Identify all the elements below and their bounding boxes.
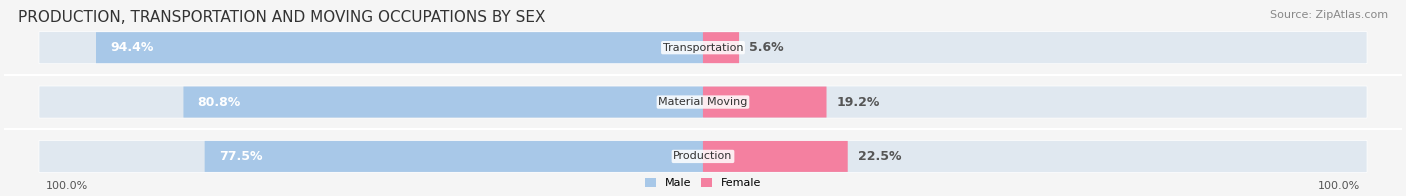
FancyBboxPatch shape bbox=[703, 87, 827, 118]
Legend: Male, Female: Male, Female bbox=[641, 173, 765, 193]
Text: 94.4%: 94.4% bbox=[110, 41, 153, 54]
FancyBboxPatch shape bbox=[703, 32, 1367, 64]
Text: Material Moving: Material Moving bbox=[658, 97, 748, 107]
FancyBboxPatch shape bbox=[183, 87, 703, 118]
Text: 100.0%: 100.0% bbox=[46, 181, 89, 191]
FancyBboxPatch shape bbox=[703, 32, 740, 63]
FancyBboxPatch shape bbox=[39, 140, 703, 172]
FancyBboxPatch shape bbox=[96, 32, 703, 63]
FancyBboxPatch shape bbox=[703, 141, 848, 172]
FancyBboxPatch shape bbox=[39, 32, 703, 64]
Text: 5.6%: 5.6% bbox=[749, 41, 785, 54]
Text: PRODUCTION, TRANSPORTATION AND MOVING OCCUPATIONS BY SEX: PRODUCTION, TRANSPORTATION AND MOVING OC… bbox=[18, 10, 546, 25]
Text: 77.5%: 77.5% bbox=[219, 150, 262, 163]
Text: Production: Production bbox=[673, 152, 733, 162]
Text: Transportation: Transportation bbox=[662, 43, 744, 53]
Text: 100.0%: 100.0% bbox=[1317, 181, 1360, 191]
Text: 80.8%: 80.8% bbox=[197, 95, 240, 109]
Text: Source: ZipAtlas.com: Source: ZipAtlas.com bbox=[1270, 10, 1388, 20]
Text: 22.5%: 22.5% bbox=[858, 150, 901, 163]
FancyBboxPatch shape bbox=[205, 141, 703, 172]
Text: 19.2%: 19.2% bbox=[837, 95, 880, 109]
FancyBboxPatch shape bbox=[39, 86, 703, 118]
FancyBboxPatch shape bbox=[703, 140, 1367, 172]
FancyBboxPatch shape bbox=[703, 86, 1367, 118]
